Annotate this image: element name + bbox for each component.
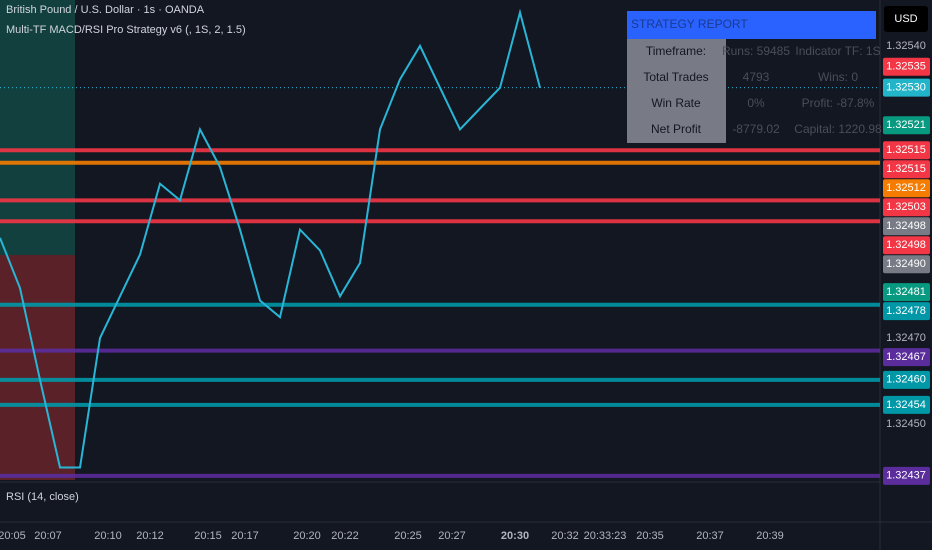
price-label: 1.32498 (886, 220, 926, 232)
price-label: 1.32454 (886, 399, 926, 411)
price-line (0, 8, 541, 469)
price-label: 1.32515 (886, 144, 926, 156)
time-label: 20:25 (394, 530, 422, 542)
price-label: 1.32498 (886, 239, 926, 251)
report-cell: Capital: 1220.98 (794, 122, 882, 136)
time-label: 20:20 (293, 530, 321, 542)
price-label-box (883, 116, 930, 135)
time-label: 20:05 (0, 530, 26, 542)
price-label: 1.32490 (886, 258, 926, 270)
zone-teal (0, 0, 75, 255)
report-cell: Indicator TF: 1S (795, 44, 880, 58)
price-label: 1.32503 (886, 201, 926, 213)
report-header (627, 11, 876, 39)
price-label-box (883, 302, 930, 321)
strategy-title: Multi-TF MACD/RSI Pro Strategy v6 (, 1S,… (6, 24, 246, 36)
time-label: 20:10 (94, 530, 122, 542)
price-label-box (883, 179, 930, 198)
price-label: 1.32512 (886, 182, 926, 194)
report-cell: Runs: 59485 (722, 44, 790, 58)
report-cell: -8779.02 (732, 122, 780, 136)
price-label-box (883, 466, 930, 485)
report-cell: Wins: 0 (818, 70, 858, 84)
price-label-box (883, 160, 930, 179)
currency-box[interactable] (884, 6, 928, 32)
time-label: 20:15 (194, 530, 222, 542)
rsi-title: RSI (14, close) (6, 491, 79, 503)
price-label: 1.32478 (886, 305, 926, 317)
report-cell: 4793 (743, 70, 770, 84)
price-label-box (883, 395, 930, 414)
time-label: 20:33:23 (584, 530, 627, 542)
price-label-box (883, 198, 930, 217)
time-label: 20:32 (551, 530, 579, 542)
price-label-box (883, 236, 930, 255)
price-label-box (883, 57, 930, 76)
price-label-box (883, 348, 930, 367)
report-cell: 0% (747, 96, 765, 110)
report-cell: Net Profit (651, 122, 702, 136)
price-label-box (883, 255, 930, 274)
time-label: 20:30 (501, 530, 529, 542)
price-label-box (883, 141, 930, 160)
price-label: 1.32467 (886, 351, 926, 363)
price-label: 1.32460 (886, 374, 926, 386)
price-label: 1.32470 (886, 332, 926, 344)
report-cell: Timeframe: (646, 44, 706, 58)
report-cell: Win Rate (651, 96, 701, 110)
price-label-box (883, 217, 930, 236)
time-label: 20:07 (34, 530, 62, 542)
currency[interactable]: USD (894, 13, 917, 25)
time-label: 20:22 (331, 530, 359, 542)
price-label: 1.32540 (886, 40, 926, 52)
time-label: 20:39 (756, 530, 784, 542)
time-label: 20:35 (636, 530, 664, 542)
time-label: 20:37 (696, 530, 724, 542)
price-label: 1.32535 (886, 61, 926, 73)
price-label: 1.32481 (886, 286, 926, 298)
price-label: 1.32437 (886, 470, 926, 482)
price-label: 1.32530 (886, 82, 926, 94)
report-label-col (627, 39, 726, 143)
time-label: 20:12 (136, 530, 164, 542)
report-title: STRATEGY REPORT (631, 17, 748, 31)
price-label: 1.32521 (886, 119, 926, 131)
price-label-box (883, 283, 930, 302)
price-label-box (883, 370, 930, 389)
time-label: 20:17 (231, 530, 259, 542)
report-cell: Total Trades (643, 70, 708, 84)
price-label-box (883, 78, 930, 97)
time-label: 20:27 (438, 530, 466, 542)
price-label: 1.32450 (886, 418, 926, 430)
price-label: 1.32515 (886, 163, 926, 175)
report-cell: Profit: -87.8% (802, 96, 875, 110)
symbol-title: British Pound / U.S. Dollar · 1s · OANDA (6, 4, 205, 16)
